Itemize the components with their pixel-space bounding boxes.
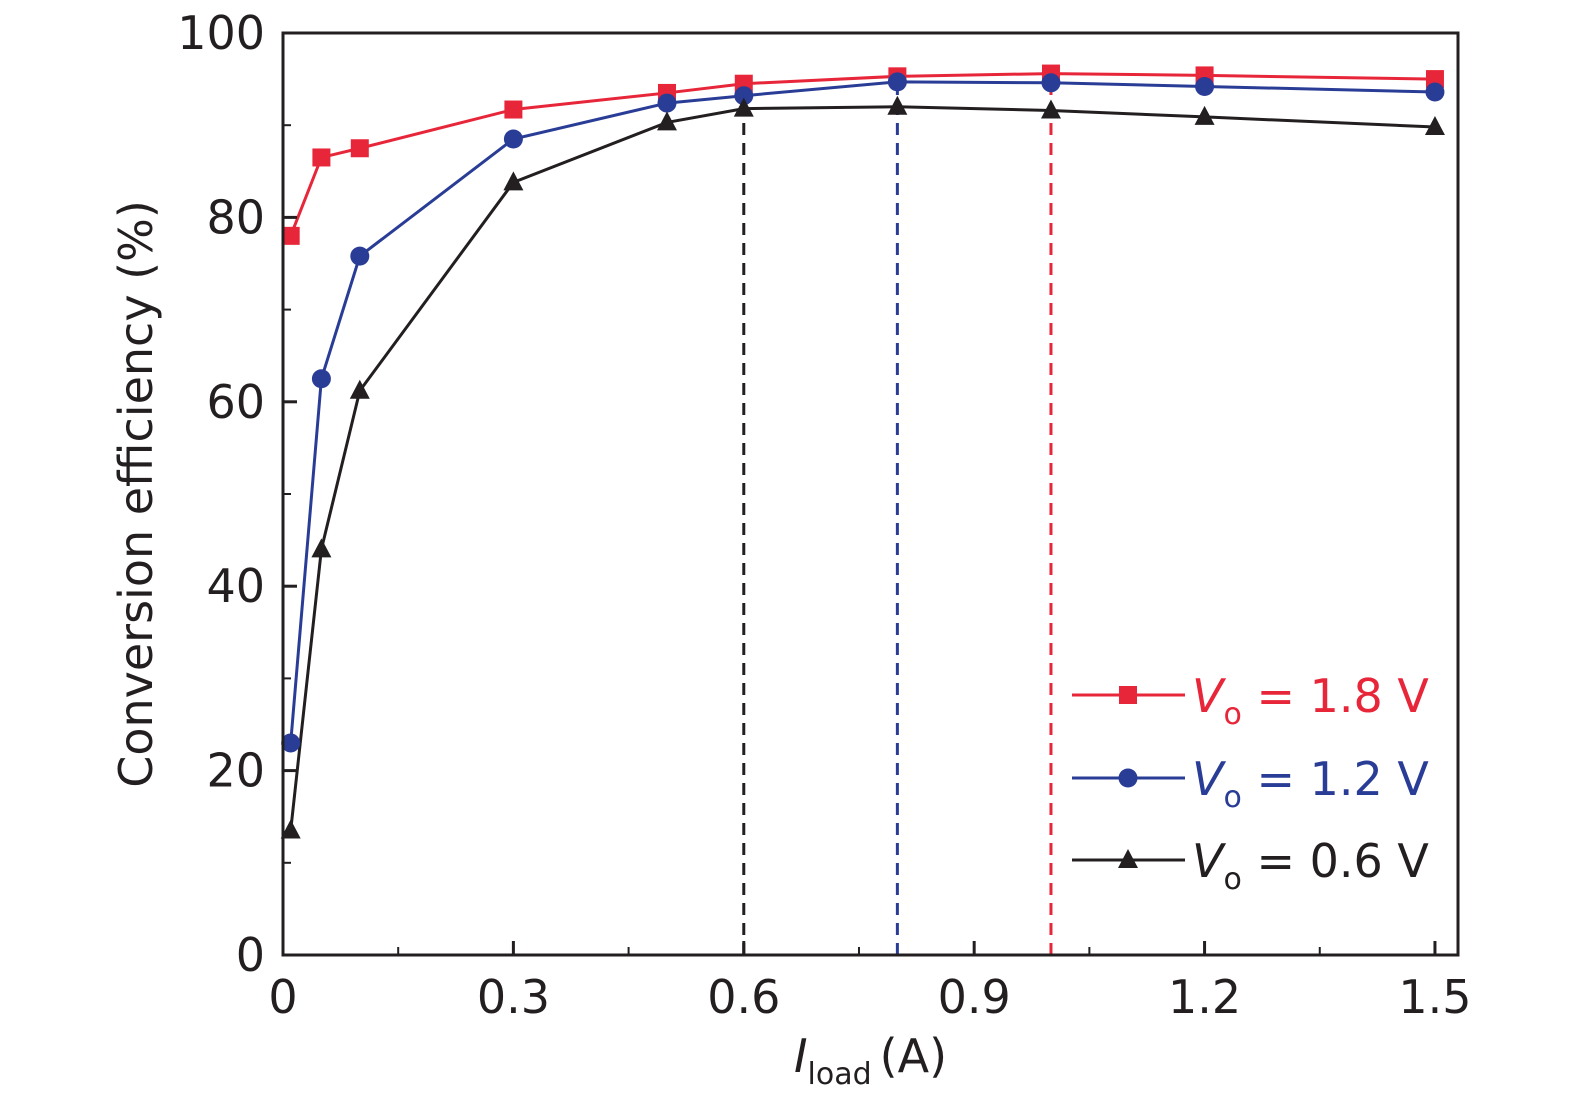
x-axis-ticks: 0 0.3 0.6 0.9 1.2 1.5 (268, 941, 1472, 1024)
data-point-s2-8 (1194, 105, 1215, 125)
data-point-s1-9 (1425, 82, 1445, 102)
legend: Vo = 1.8 VVo = 1.2 VVo = 0.6 V (1072, 669, 1429, 897)
data-point-s0-1 (312, 148, 331, 167)
y-tick-label: 60 (206, 375, 265, 429)
data-point-s1-3 (503, 129, 523, 149)
data-point-s1-1 (311, 369, 331, 389)
data-point-s2-0 (280, 819, 301, 839)
data-point-s2-3 (503, 171, 524, 191)
y-tick-label: 100 (177, 6, 265, 60)
data-point-s1-7 (1041, 73, 1061, 93)
series-line-1 (289, 80, 1435, 744)
data-point-s2-7 (1040, 99, 1061, 119)
data-point-s0-9 (1425, 70, 1444, 89)
legend-item-1: Vo = 1.2 V (1072, 752, 1429, 815)
data-point-s2-5 (733, 97, 754, 117)
data-point-s0-2 (350, 139, 369, 158)
x-tick-label: 0.3 (477, 970, 550, 1024)
data-point-s0-0 (281, 226, 300, 245)
legend-label-value: = 1.8 V (1242, 669, 1430, 723)
data-point-s0-3 (504, 100, 523, 119)
x-tick-label: 0 (268, 970, 297, 1024)
x-axis-label: Iload (A) (794, 1029, 947, 1092)
legend-marker (1119, 686, 1137, 704)
x-axis-label-sub: load (808, 1057, 872, 1092)
legend-label: Vo = 1.8 V (1192, 669, 1429, 732)
series-lines (289, 72, 1436, 831)
legend-marker (1118, 768, 1138, 788)
data-point-s2-6 (887, 95, 908, 115)
reference-lines (742, 73, 1053, 955)
legend-item-2: Vo = 0.6 V (1072, 834, 1429, 897)
data-point-s1-5 (734, 86, 754, 106)
legend-label-sub: o (1223, 780, 1241, 815)
legend-label-v: V (1192, 752, 1227, 806)
legend-label-value: = 0.6 V (1242, 834, 1430, 888)
series-line-0 (289, 72, 1435, 237)
data-point-s2-4 (656, 111, 677, 131)
series-markers (280, 64, 1445, 839)
legend-label-value: = 1.2 V (1242, 752, 1430, 806)
data-point-s2-1 (311, 538, 332, 558)
y-tick-label: 0 (236, 928, 265, 982)
data-point-s2-2 (349, 379, 370, 399)
legend-label: Vo = 0.6 V (1192, 834, 1429, 897)
legend-label-v: V (1192, 669, 1227, 723)
data-point-s1-6 (887, 72, 907, 92)
x-tick-label: 0.9 (938, 970, 1011, 1024)
x-tick-label: 1.2 (1168, 970, 1241, 1024)
x-tick-label: 0.6 (707, 970, 780, 1024)
x-axis-label-unit: (A) (880, 1029, 947, 1083)
legend-label-v: V (1192, 834, 1227, 888)
x-tick-label: 1.5 (1398, 970, 1471, 1024)
legend-label-sub: o (1223, 697, 1241, 732)
data-point-s1-0 (281, 733, 301, 753)
y-axis-label: Conversion efficiency (%) (109, 200, 163, 788)
x-axis-label-main: I (794, 1029, 808, 1083)
plot-area-frame (281, 31, 1460, 957)
y-tick-label: 20 (206, 744, 265, 798)
data-point-s1-8 (1195, 76, 1215, 96)
y-tick-label: 80 (206, 190, 265, 244)
series-line-2 (289, 105, 1436, 831)
data-point-s1-2 (350, 246, 370, 266)
legend-label: Vo = 1.2 V (1192, 752, 1429, 815)
y-tick-label: 40 (206, 559, 265, 613)
legend-item-0: Vo = 1.8 V (1072, 669, 1429, 732)
y-axis-ticks: 0 20 40 60 80 100 (177, 6, 297, 982)
data-point-s1-4 (657, 93, 677, 113)
legend-marker (1118, 849, 1138, 868)
legend-label-sub: o (1223, 862, 1241, 897)
data-point-s2-9 (1424, 116, 1445, 136)
